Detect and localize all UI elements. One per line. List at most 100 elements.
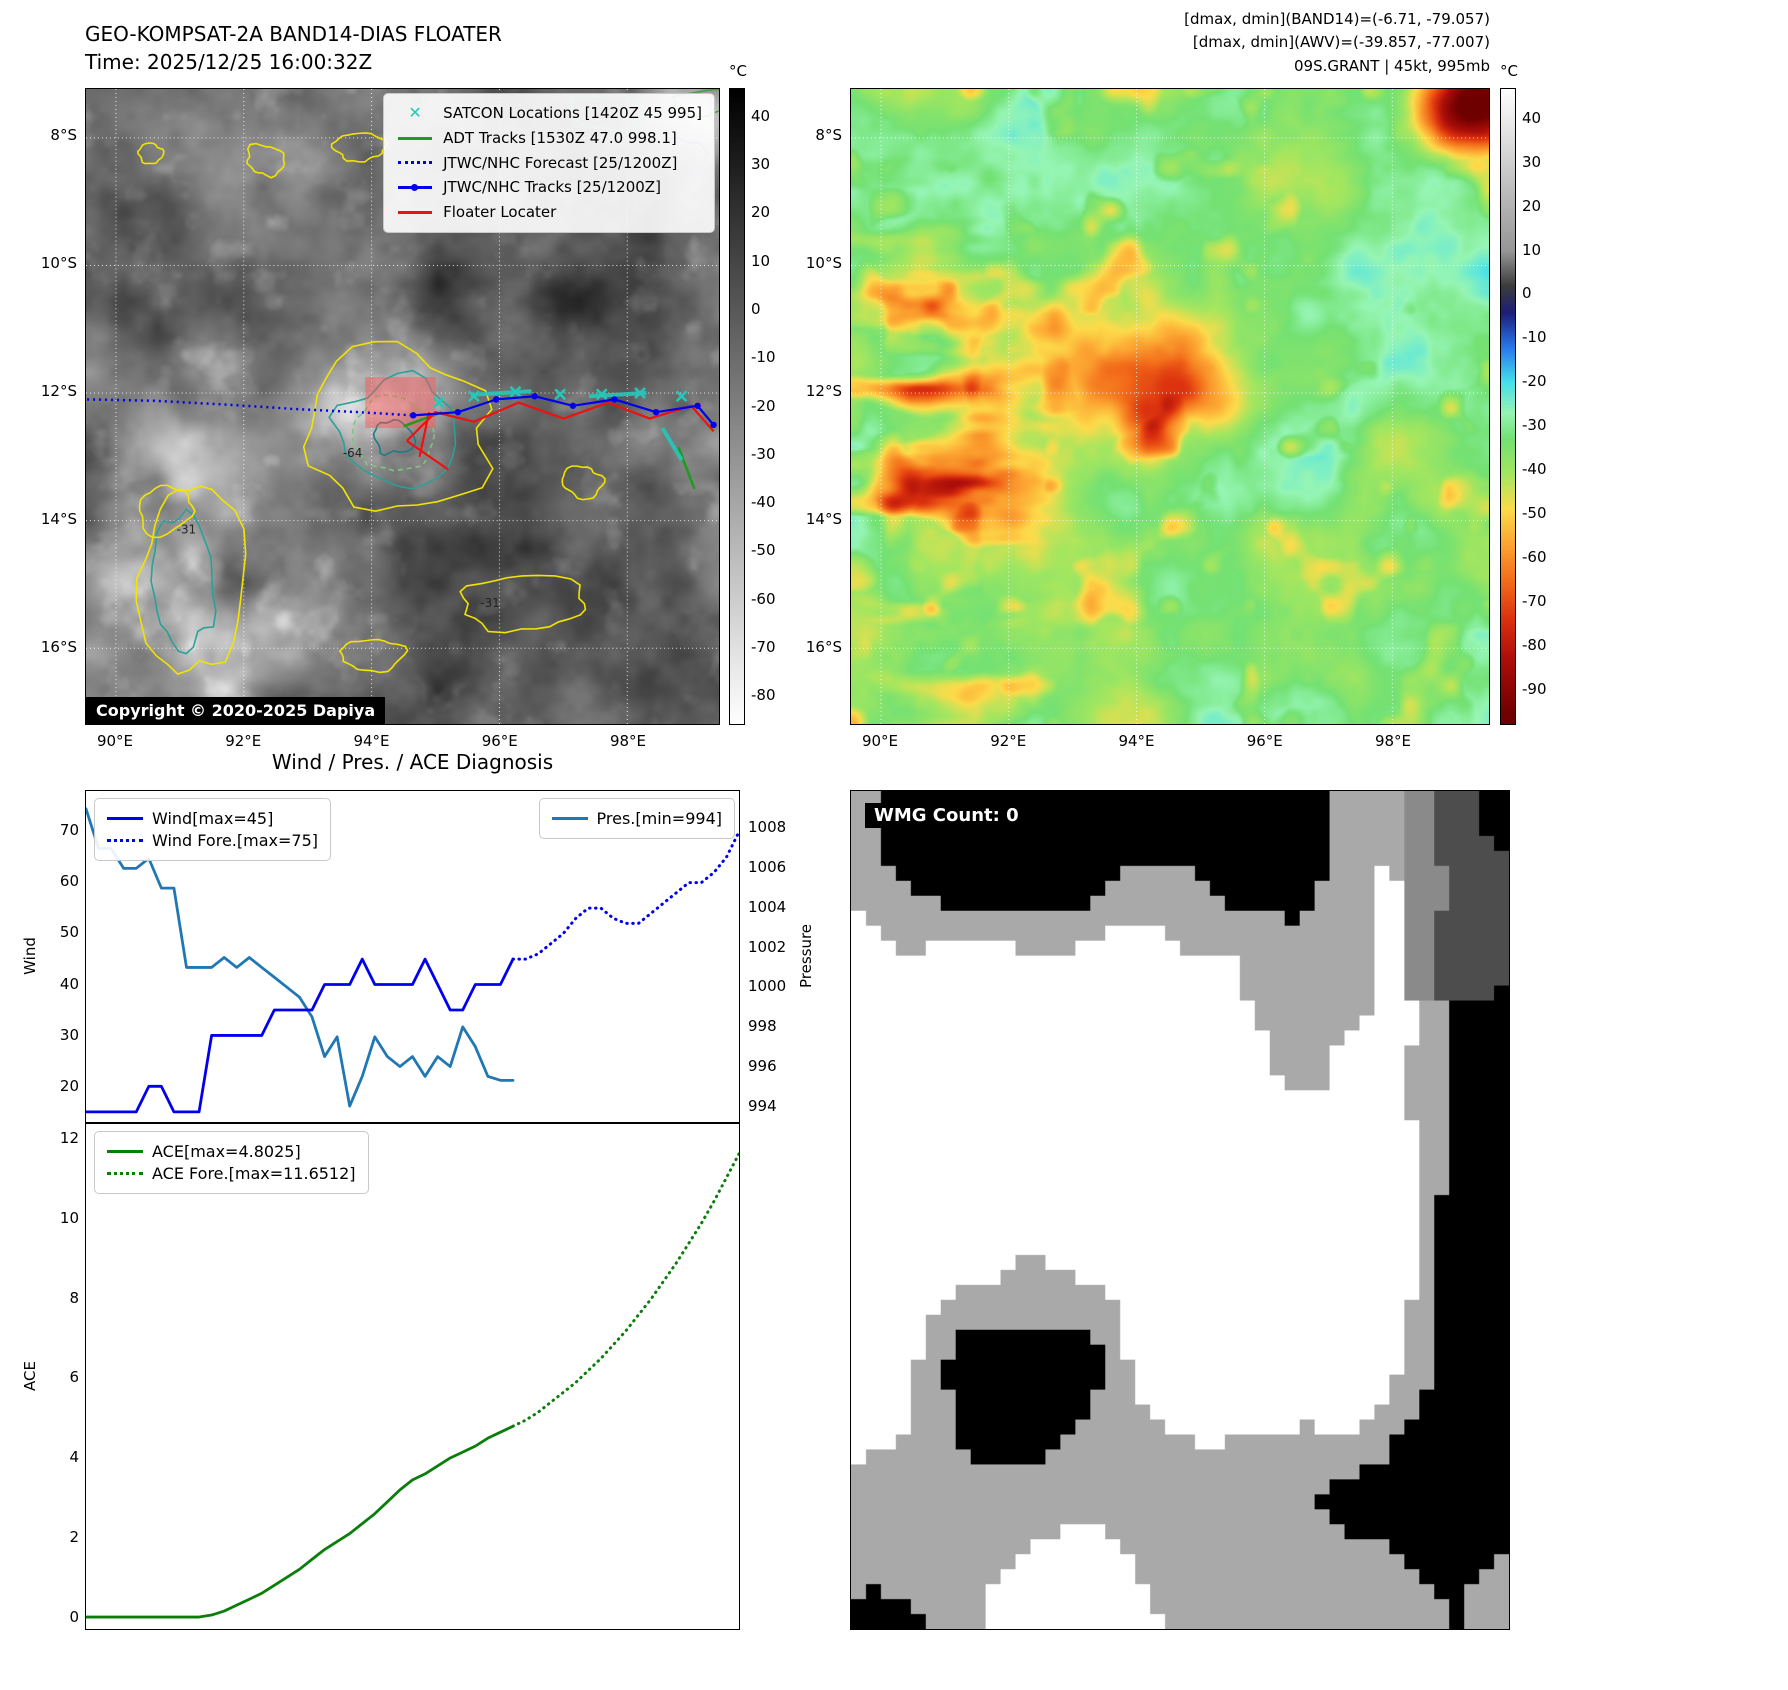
tick-label: 90°E — [861, 732, 899, 750]
satcon-x-marker — [675, 390, 688, 403]
wind-line-icon — [107, 817, 143, 820]
jtwc-track-point — [710, 421, 717, 429]
legend-entry-satcon: ✕ SATCON Locations [1420Z 45 995] — [396, 101, 702, 126]
jtwc-track-point — [454, 408, 462, 416]
satcon-segment — [660, 427, 684, 462]
tick-label: 14°S — [805, 510, 842, 528]
tick-label: -20 — [1522, 372, 1547, 391]
tick-label: 1000 — [748, 977, 787, 996]
legend-entry-wind: Wind[max=45] — [107, 809, 318, 828]
tick-label: 60 — [59, 872, 79, 891]
cloud-contour — [338, 638, 409, 674]
legend-entry-ace-forecast: ACE Fore.[max=11.6512] — [107, 1164, 356, 1183]
tick-label: 94°E — [353, 732, 390, 750]
tick-label: -80 — [751, 686, 776, 705]
dmax-dmin-awv: [dmax, dmin](AWV)=(-39.857, -77.007) — [1192, 33, 1490, 52]
band14-colorbar — [729, 88, 745, 725]
tick-label: -10 — [1522, 328, 1547, 347]
legend-entry-tracks: JTWC/NHC Tracks [25/1200Z] — [396, 175, 702, 200]
wmg-panel: WMG Count: 0 — [850, 790, 1510, 1630]
tick-label: 40 — [59, 974, 79, 993]
panel1-title: GEO-KOMPSAT-2A BAND14-DIAS FLOATER Time:… — [85, 20, 502, 76]
floater-arm-line — [406, 439, 449, 471]
legend-label: ADT Tracks [1530Z 47.0 998.1] — [443, 128, 677, 147]
floater-track-line — [406, 401, 715, 442]
tick-label: 8°S — [50, 126, 77, 144]
cloud-contour — [459, 574, 587, 634]
legend-entry-pressure: Pres.[min=994] — [551, 809, 722, 828]
cloud-contour — [138, 484, 196, 539]
tick-label: -30 — [1522, 416, 1547, 435]
tick-label: -50 — [1522, 504, 1547, 523]
tick-label: 40 — [751, 106, 771, 125]
panel1-title-line2: Time: 2025/12/25 16:00:32Z — [85, 50, 373, 74]
satcon-x-marker — [634, 387, 646, 399]
cloud-contour — [302, 340, 494, 512]
tick-label: 94°E — [1118, 732, 1155, 750]
tick-label: 8 — [69, 1288, 79, 1307]
floater-line-icon — [396, 204, 434, 220]
legend-label: ACE[max=4.8025] — [152, 1142, 301, 1161]
satcon-segment — [470, 389, 532, 397]
panel1-title-line1: GEO-KOMPSAT-2A BAND14-DIAS FLOATER — [85, 22, 502, 46]
forecast-dotted-line-icon — [396, 155, 434, 171]
tick-label: 50 — [59, 923, 79, 942]
jtwc-track-point — [493, 396, 500, 403]
satcon-segment — [588, 391, 647, 399]
tick-label: 20 — [59, 1077, 79, 1096]
tick-label: -10 — [751, 348, 776, 367]
pressure-legend: Pres.[min=994] — [538, 798, 735, 839]
cloud-contour — [137, 142, 165, 165]
tick-label: 10 — [59, 1208, 79, 1227]
tick-label: 1004 — [748, 897, 787, 916]
band14-satellite-map: -64 -31 -31 ✕ SATCON Locations [1420Z 45 99… — [85, 88, 720, 725]
cloud-contour — [150, 508, 217, 655]
tick-label: 996 — [748, 1057, 777, 1076]
tick-label: 12°S — [805, 382, 842, 400]
tick-label: 6 — [69, 1368, 79, 1387]
ace-legend: ACE[max=4.8025] ACE Fore.[max=11.6512] — [94, 1131, 369, 1194]
legend-label: JTWC/NHC Forecast [25/1200Z] — [443, 153, 678, 172]
wmg-count-label: WMG Count: 0 — [865, 803, 1028, 828]
map-legend: ✕ SATCON Locations [1420Z 45 995] ADT Tra… — [383, 93, 715, 233]
tick-label: 10°S — [40, 254, 77, 272]
series-0 — [86, 1424, 515, 1619]
contour-value-label: -31 — [177, 522, 197, 536]
cloud-contour — [561, 465, 606, 501]
tick-label: -70 — [1522, 591, 1547, 610]
tick-label: 994 — [748, 1097, 777, 1116]
tick-label: -20 — [751, 396, 776, 415]
tick-label: 0 — [751, 299, 761, 318]
tick-label: 1006 — [748, 857, 787, 876]
tick-label: 30 — [1522, 152, 1542, 171]
enhanced-ir-grid-overlay — [851, 89, 1489, 724]
panel2-headers: [dmax, dmin](BAND14)=(-6.71, -79.057) [d… — [1184, 8, 1490, 78]
contour-value-label: -64 — [343, 446, 363, 460]
storm-id-intensity: 09S.GRANT | 45kt, 995mb — [1293, 56, 1490, 75]
adt-track-line — [677, 446, 696, 490]
wind-pressure-plot — [86, 807, 739, 1114]
tick-label: 0 — [69, 1608, 79, 1627]
tick-label: 1008 — [748, 817, 787, 836]
tick-label: 40 — [1522, 108, 1542, 127]
tick-label: 92°E — [225, 732, 262, 750]
legend-entry-floater: Floater Locater — [396, 200, 702, 225]
tick-label: 12 — [59, 1128, 79, 1147]
pressure-line-icon — [551, 817, 588, 820]
tick-label: 4 — [69, 1448, 79, 1467]
legend-entry-adt: ADT Tracks [1530Z 47.0 998.1] — [396, 126, 702, 151]
contour-value-label: -31 — [480, 596, 500, 610]
tick-label: -60 — [751, 589, 776, 608]
tick-label: 96°E — [1246, 732, 1283, 750]
tick-label: -60 — [1522, 548, 1547, 567]
adt-line-icon — [396, 130, 434, 146]
tick-label: 16°S — [805, 638, 842, 656]
tick-label: -50 — [751, 541, 776, 560]
tick-label: 14°S — [40, 510, 77, 528]
ace-line-icon — [107, 1150, 143, 1153]
tick-label: 92°E — [990, 732, 1027, 750]
ace-forecast-dotted-icon — [107, 1172, 143, 1175]
jtwc-track-point — [694, 402, 701, 409]
jtwc-forecast-line — [87, 398, 414, 417]
series-2 — [86, 807, 515, 1108]
